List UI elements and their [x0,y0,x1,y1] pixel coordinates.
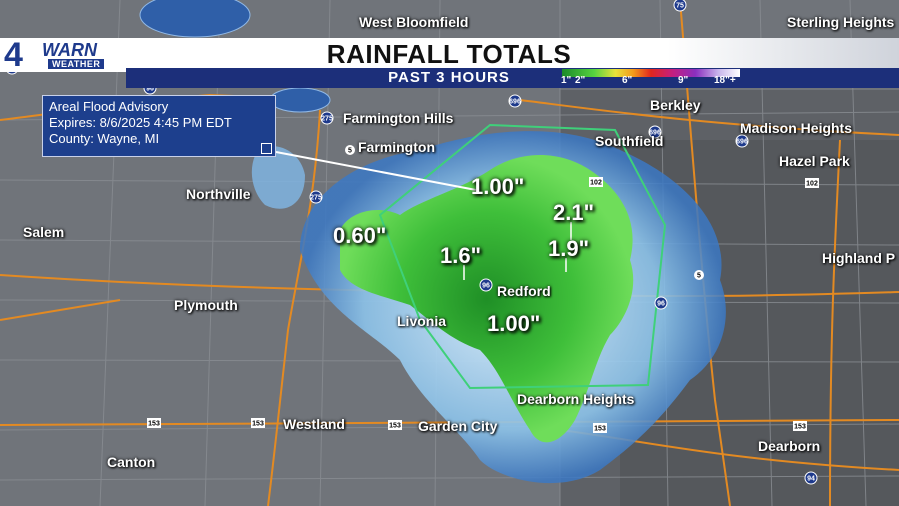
shield-96d-label: 96 [657,301,665,308]
logo-brand: WARN [42,40,97,60]
city-label-salem: Salem [23,224,65,240]
flood-advisory-box: Areal Flood Advisory Expires: 8/6/2025 4… [42,95,276,157]
city-label-farmington: Farmington [358,139,435,155]
shield-153e-label: 153 [794,424,806,431]
rain-total-label: 1.00" [487,311,541,336]
subtitle-bar: PAST 3 HOURS [126,68,899,88]
advisory-pointer-line [275,151,477,191]
city-label-westland: Westland [283,416,345,432]
scale-tick-label: 6" [622,75,633,86]
city-label-dearborn-heights: Dearborn Heights [517,391,635,407]
title-bar: RAINFALL TOTALS [126,38,899,69]
shield-102b-label: 102 [806,181,818,188]
page-subtitle: PAST 3 HOURS [388,69,510,86]
city-label-canton: Canton [107,454,156,470]
advisory-title: Areal Flood Advisory [49,99,169,114]
rainfall-west-patch [251,146,305,209]
shield-96b-label: 96 [146,86,154,93]
scale-tick-label: 2" [575,75,586,86]
logo-subtext: WEATHER [48,59,105,69]
shield-153-label: 153 [148,421,160,428]
rainfall-green-core [340,155,634,443]
shield-696-label: 696 [509,99,521,106]
rain-total-label: 1.6" [440,243,482,268]
shield-102-label: 102 [590,180,602,187]
rain-total-label: 0.60" [333,223,387,248]
page-title: RAINFALL TOTALS [326,39,572,69]
shield-75-label: 75 [676,3,684,10]
city-label-madison-heights: Madison Heights [740,120,853,136]
shield-5b-label: 5 [348,148,352,155]
city-label-garden-city: Garden City [418,418,498,434]
shield-96c-label: 96 [482,283,490,290]
station-logo: 4 WARN WEATHER [0,36,126,74]
city-label-highland-park: Highland P [822,250,896,266]
scale-tick-label: 1" [561,75,572,86]
city-label-dearborn: Dearborn [758,438,821,454]
shield-153b-label: 153 [389,423,401,430]
advisory-county: County: Wayne, MI [49,131,160,146]
shield-275b-label: 275 [310,195,322,202]
shield-153d-label: 153 [252,421,264,428]
total-leader-ticks [463,222,572,280]
highway-shields: 96 696 275 75 102 5 153 94 696 696 96 96… [5,0,819,485]
logo-number: 4 [4,36,23,74]
city-label-northville: Northville [186,186,251,202]
city-label-hazel-park: Hazel Park [779,153,850,169]
rain-total-label: 1.9" [548,236,590,261]
shield-5-label: 5 [697,273,701,280]
shield-153c-label: 153 [594,426,606,433]
shield-94-label: 94 [807,476,815,483]
scale-tick-label: 9" [678,75,689,86]
shield-696c-label: 696 [736,139,748,146]
expand-icon [261,143,272,154]
city-label-sterling-heights: Sterling Heights [787,14,895,30]
shield-696b-label: 696 [649,130,661,137]
city-label-plymouth: Plymouth [174,297,238,313]
city-label-berkley: Berkley [650,97,701,113]
scale-tick-label: 18"+ [714,75,736,86]
shield-275-label: 275 [321,116,333,123]
advisory-expiry: Expires: 8/6/2025 4:45 PM EDT [49,115,232,130]
city-label-livonia: Livonia [397,313,447,329]
city-label-farmington-hills: Farmington Hills [343,110,454,126]
rain-total-label: 2.1" [553,200,595,225]
city-label-west-bloomfield: West Bloomfield [359,14,469,30]
rain-total-label: 1.00" [471,174,525,199]
city-label-redford: Redford [497,283,551,299]
city-label-southfield: Southfield [595,133,664,149]
rainfall-color-scale [562,69,740,77]
